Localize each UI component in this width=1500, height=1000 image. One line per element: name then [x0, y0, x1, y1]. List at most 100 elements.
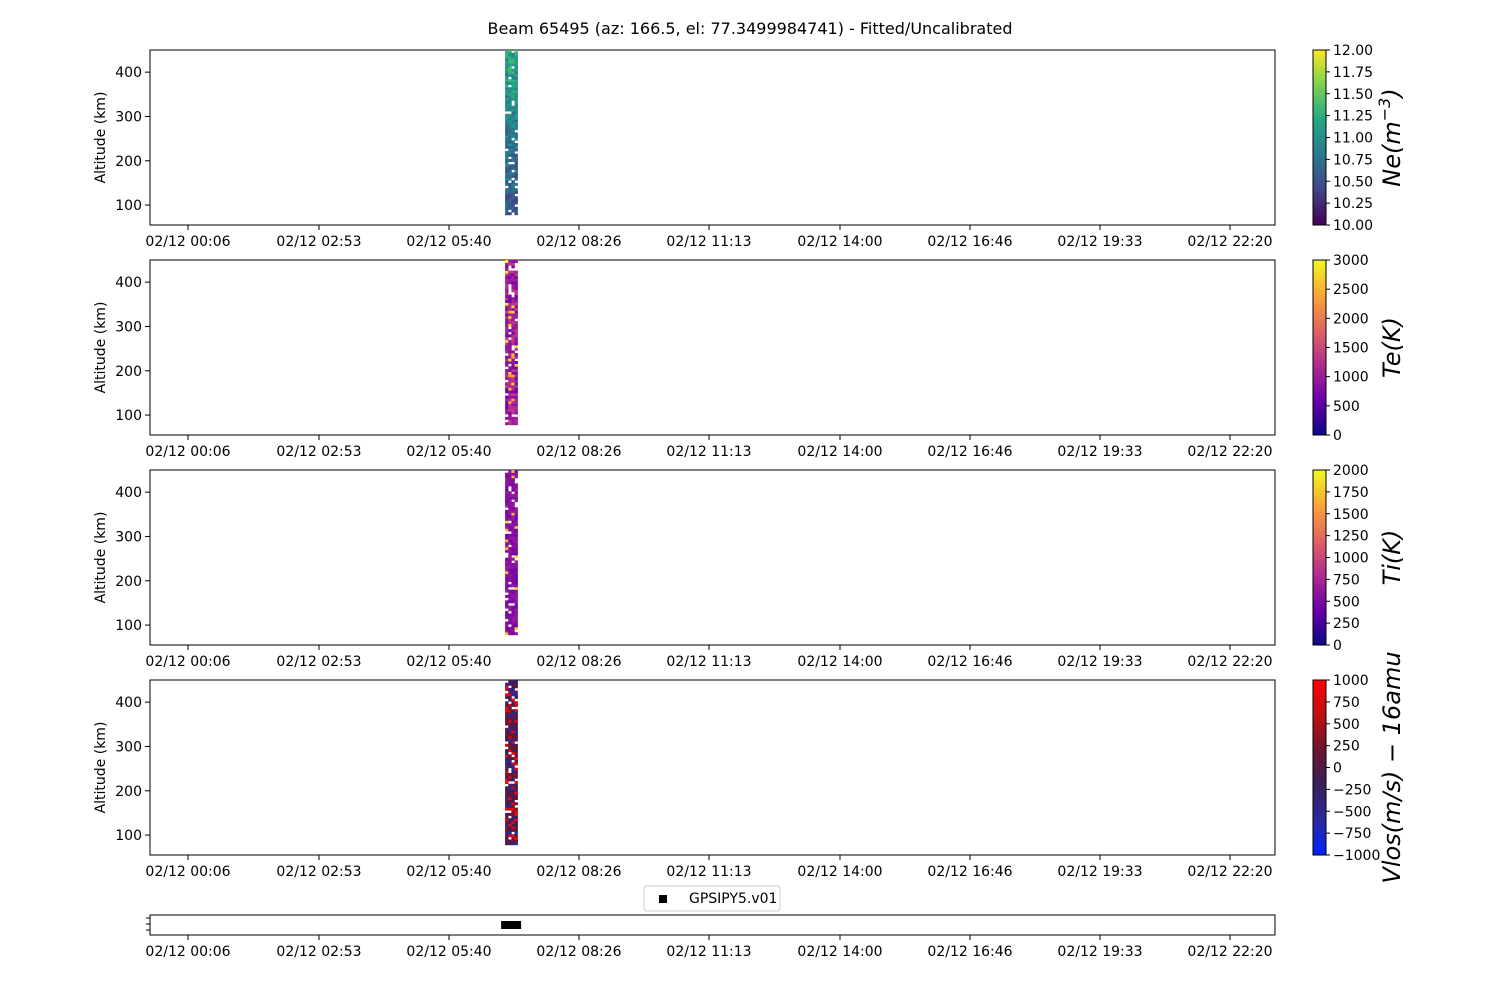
panel-1: 02/12 00:06 02/12 02:53 02/12 05:40 02/12 0…: [93, 43, 1406, 250]
heatmap-cell: [514, 71, 518, 75]
heatmap-cell: [514, 547, 518, 551]
heatmap-cell: [508, 472, 512, 476]
heatmap-cell: [514, 552, 518, 556]
heatmap-cell: [511, 84, 515, 88]
heatmap-cell: [508, 302, 512, 306]
heatmap-cell: [514, 182, 518, 186]
heatmap-cell: [505, 701, 509, 705]
heatmap-cell: [511, 690, 515, 694]
heatmap-cell: [511, 735, 515, 739]
heatmap-cell: [505, 632, 509, 636]
y-tick-label: 200: [115, 784, 142, 800]
heatmap-cell: [514, 390, 518, 394]
x-tick-label: 02/12 08:26: [536, 864, 621, 880]
heatmap-cell: [514, 363, 518, 367]
heatmap-cell: [505, 828, 509, 832]
heatmap-cell: [511, 826, 515, 830]
heatmap-cell: [508, 820, 512, 824]
heatmap-cell: [508, 377, 512, 380]
panel-5: 02/12 00:06 02/12 02:53 02/12 05:40 02/12 0…: [145, 885, 1276, 960]
heatmap-cell: [508, 600, 512, 604]
x-tick-label: 02/12 14:00: [797, 234, 882, 250]
heatmap-cell: [511, 392, 515, 396]
heatmap-cell: [511, 836, 515, 840]
heatmap-cell: [508, 507, 512, 511]
heatmap-cell: [505, 260, 509, 263]
heatmap-cell: [508, 594, 512, 598]
heatmap-cell: [511, 374, 515, 378]
heatmap-cell: [511, 523, 515, 527]
heatmap-cell: [508, 299, 512, 303]
heatmap-cell: [505, 501, 509, 505]
colorbar-tick-label: −1000: [1333, 848, 1380, 864]
heatmap-cell: [511, 685, 515, 689]
heatmap-cell: [505, 568, 509, 572]
heatmap-cell: [505, 613, 509, 617]
heatmap-cell: [514, 323, 518, 327]
colorbar-tick-label: 10.25: [1333, 196, 1373, 212]
heatmap-cell: [514, 167, 518, 170]
heatmap-cell: [505, 384, 509, 388]
heatmap-cell: [514, 754, 518, 758]
heatmap-cell: [508, 172, 512, 176]
heatmap-cell: [514, 339, 518, 343]
colorbar-tick-label: 10.00: [1333, 218, 1373, 234]
heatmap-cell: [505, 727, 509, 731]
y-axis-label: Altitude (km): [93, 722, 109, 814]
heatmap-cell: [511, 544, 515, 548]
colorbar-label: Ti(K): [1378, 530, 1406, 586]
heatmap-cell: [508, 58, 512, 61]
heatmap-cell: [505, 475, 509, 479]
heatmap-cell: [508, 491, 512, 495]
heatmap-cell: [505, 406, 509, 410]
heatmap-cell: [508, 60, 512, 64]
colorbar-tick-label: −250: [1333, 782, 1371, 798]
y-tick-label: 200: [115, 364, 142, 380]
heatmap-cell: [514, 610, 518, 614]
heatmap-cell: [505, 297, 509, 301]
heatmap-cell: [508, 361, 512, 364]
heatmap-cell: [505, 616, 509, 620]
heatmap-cell: [511, 626, 515, 630]
heatmap-cell: [505, 807, 509, 811]
heatmap-cell: [511, 342, 515, 346]
heatmap-cell: [511, 738, 515, 742]
heatmap-cell: [505, 711, 509, 715]
heatmap-cell: [514, 119, 518, 123]
colorbar-tick-label: 2000: [1333, 311, 1369, 327]
heatmap-cell: [514, 132, 518, 136]
heatmap-cell: [505, 762, 509, 766]
heatmap-cell: [508, 470, 512, 473]
heatmap-cell: [511, 507, 515, 511]
heatmap-cell: [511, 693, 515, 697]
heatmap-cell: [508, 743, 512, 747]
heatmap-cell: [511, 725, 515, 729]
heatmap-cell: [505, 206, 509, 210]
heatmap-cell: [514, 92, 518, 96]
heatmap-cell: [505, 733, 509, 737]
heatmap-cell: [508, 416, 512, 420]
heatmap-cell: [505, 621, 509, 625]
heatmap-cell: [514, 422, 518, 426]
heatmap-cell: [511, 105, 515, 109]
heatmap-cell: [505, 751, 509, 755]
heatmap-cell: [514, 797, 518, 800]
colorbar-tick-label: 12.00: [1333, 43, 1373, 59]
heatmap-cell: [511, 488, 515, 492]
strip-frame: [149, 914, 1276, 936]
heatmap-cell: [511, 711, 515, 715]
colorbar-tick-label: 3000: [1333, 253, 1369, 269]
heatmap-cell: [508, 270, 512, 274]
heatmap-cell: [514, 512, 518, 516]
axes-frame: [149, 469, 1276, 646]
heatmap-cell: [511, 337, 515, 341]
heatmap-cell: [505, 624, 509, 628]
heatmap-cell: [511, 331, 515, 335]
heatmap-cell: [508, 294, 512, 298]
x-tick-label: 02/12 02:53: [276, 234, 361, 250]
heatmap-cell: [514, 493, 518, 497]
heatmap-cell: [511, 143, 515, 146]
x-tick-label: 02/12 02:53: [276, 444, 361, 460]
heatmap-cell: [508, 315, 512, 319]
heatmap-cell: [508, 509, 512, 513]
